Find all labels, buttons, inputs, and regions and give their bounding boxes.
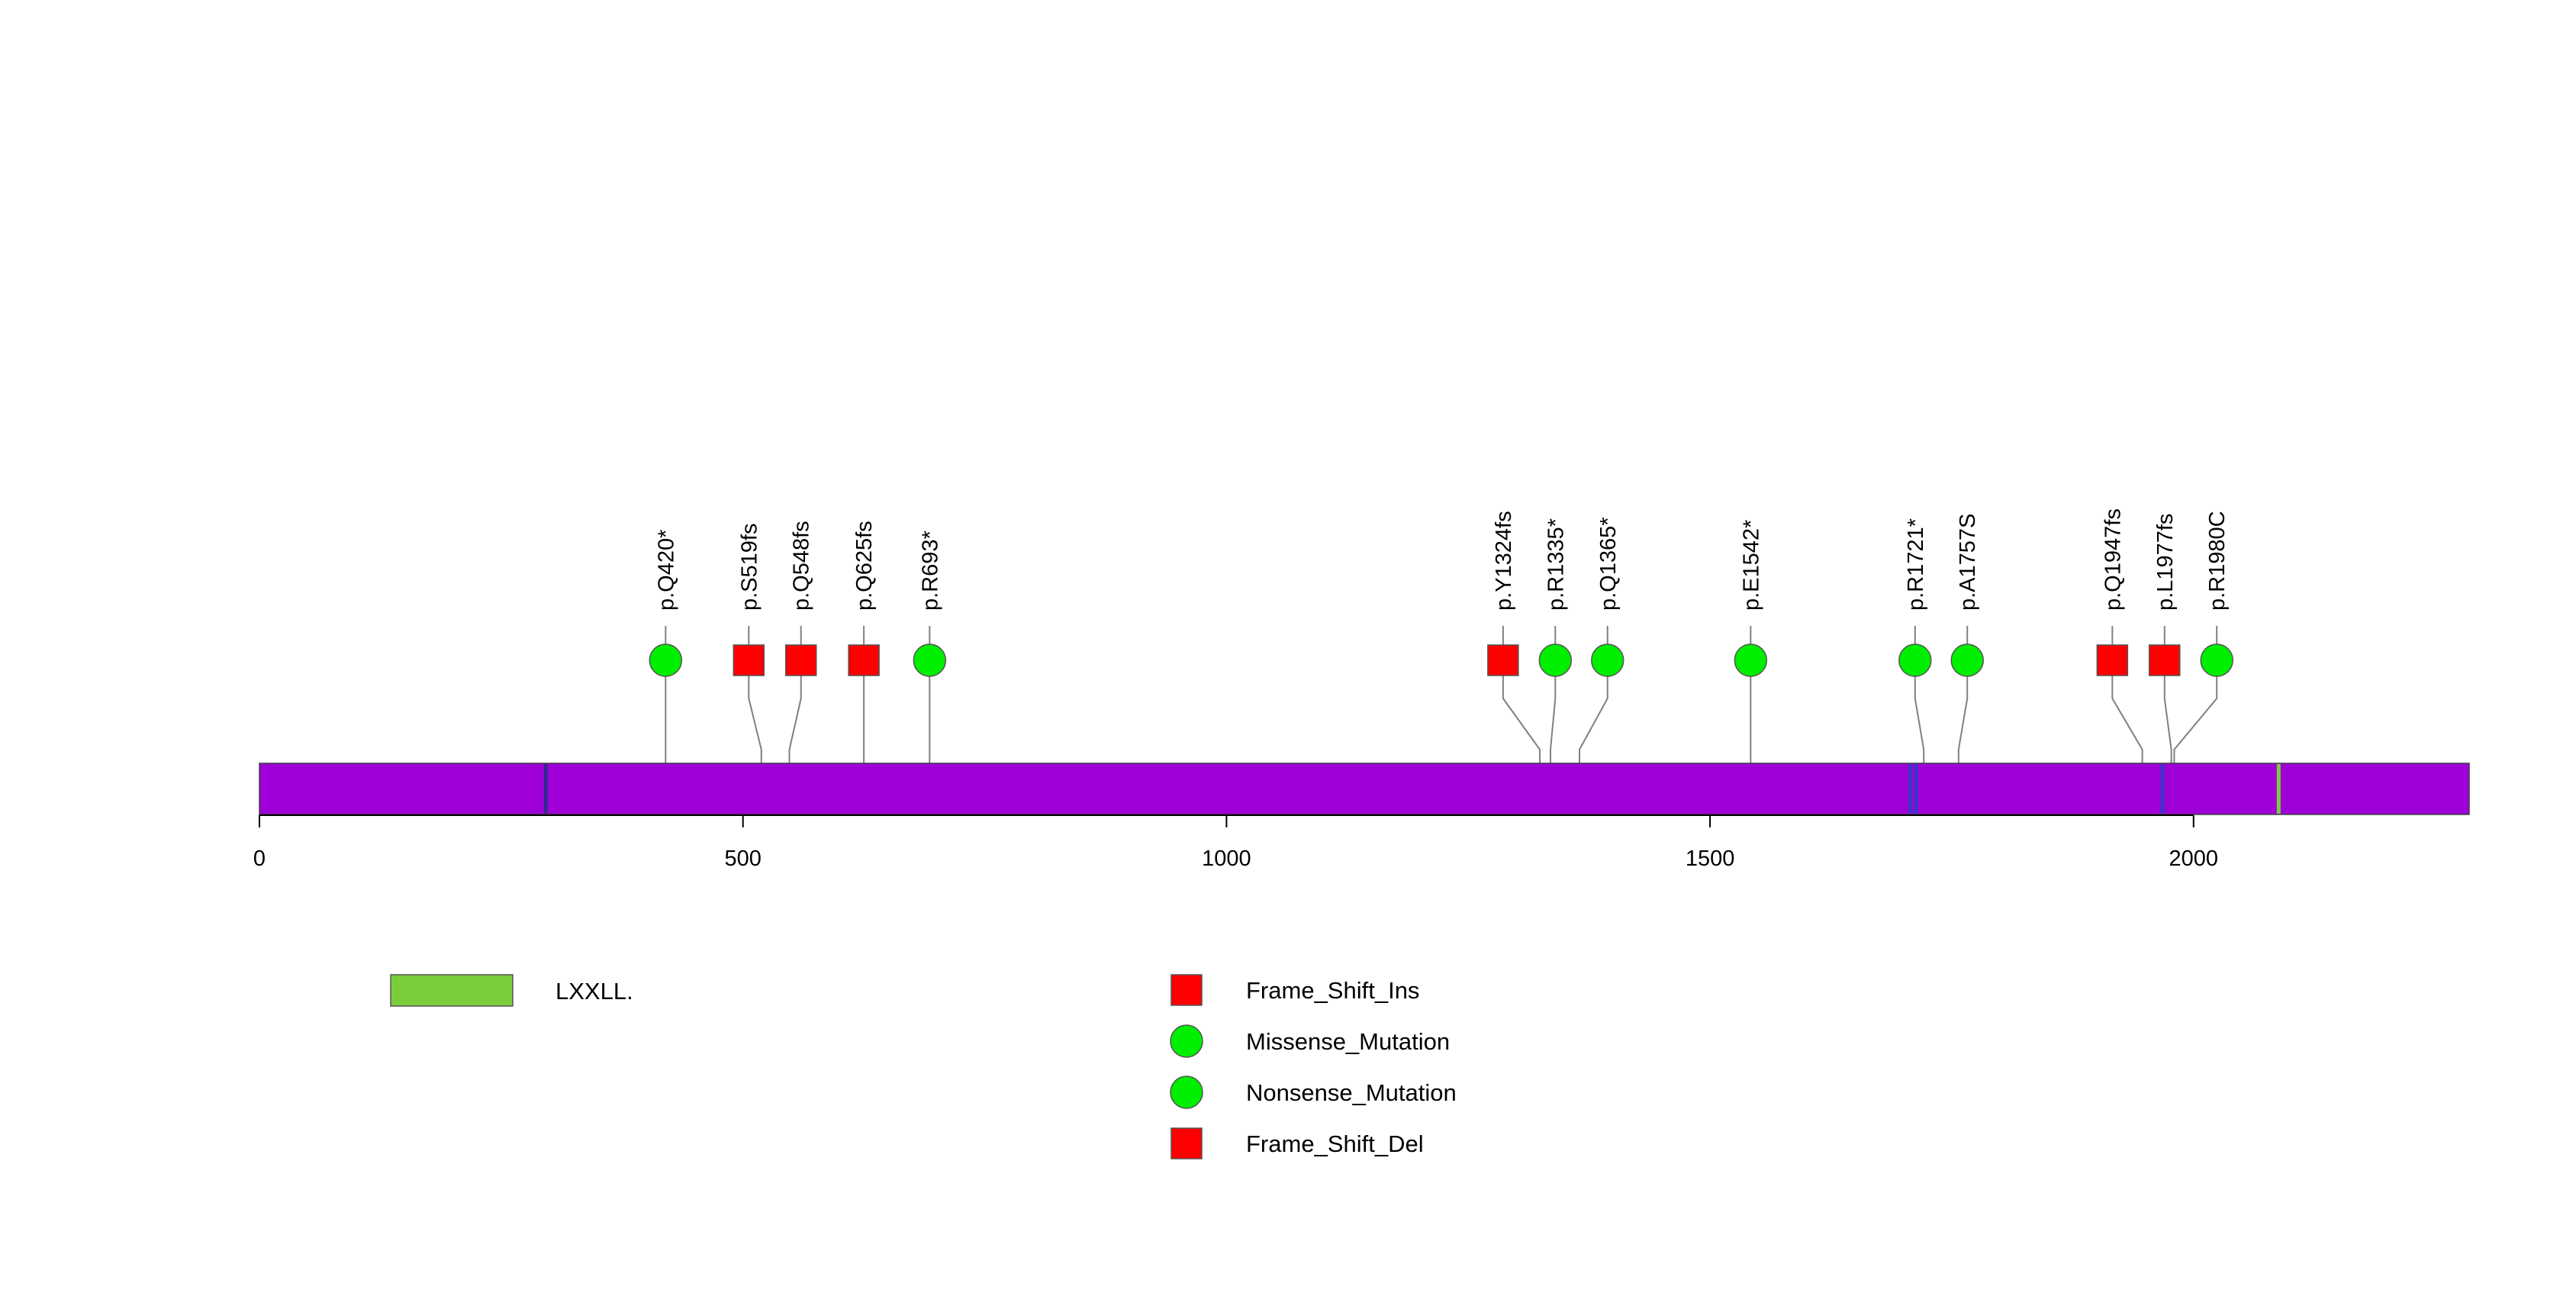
mutation-needle-5 xyxy=(1502,660,1541,763)
mutation-needles xyxy=(665,626,2218,763)
legend-square-icon-0 xyxy=(1170,974,1203,1006)
mutation-square-5 xyxy=(1487,644,1519,676)
band-2 xyxy=(1914,764,1918,814)
mutation-square-12 xyxy=(2149,644,2181,676)
mutation-square-3 xyxy=(848,644,880,676)
mutation-needle-11 xyxy=(2111,660,2143,763)
mutation-label-2: p.Q548fs xyxy=(790,521,814,611)
mutation-label-13: p.R1980C xyxy=(2205,511,2230,611)
mutation-label-9: p.R1721* xyxy=(1904,518,1928,611)
mutation-label-5: p.Y1324fs xyxy=(1492,511,1516,611)
axis-tick-label-4: 2000 xyxy=(2169,847,2219,871)
protein-bar xyxy=(259,763,2470,815)
mutation-needle-2 xyxy=(788,660,802,763)
legend-domain-label-0: LXXLL. xyxy=(555,978,633,1005)
legend-circle-icon-2 xyxy=(1170,1076,1203,1109)
legend-circle-icon-1 xyxy=(1170,1024,1203,1058)
mutation-needle-12 xyxy=(2163,660,2172,763)
band-0 xyxy=(543,764,548,814)
mutation-label-4: p.R693* xyxy=(918,531,942,611)
axis-tick-label-2: 1000 xyxy=(1202,847,1251,871)
band-3 xyxy=(2160,764,2165,814)
legend-mutation-label-3: Frame_Shift_Del xyxy=(1246,1130,1424,1157)
mutation-square-11 xyxy=(2096,644,2129,676)
mutation-label-7: p.Q1365* xyxy=(1596,517,1621,611)
mutation-label-11: p.Q1947fs xyxy=(2101,508,2125,611)
mutation-square-1 xyxy=(733,644,765,676)
mutation-needle-7 xyxy=(1578,660,1608,763)
mutation-circle-13 xyxy=(2200,643,2233,677)
mutation-circle-4 xyxy=(913,643,947,677)
mutation-circle-7 xyxy=(1591,643,1624,677)
mutation-circle-9 xyxy=(1898,643,1932,677)
legend-domain-swatch-0 xyxy=(390,974,514,1007)
legend-square-icon-3 xyxy=(1170,1127,1203,1159)
mutation-label-8: p.E1542* xyxy=(1739,520,1763,611)
legend-mutation-label-1: Missense_Mutation xyxy=(1246,1028,1450,1055)
axis-tick-label-0: 0 xyxy=(253,847,266,871)
mutation-label-0: p.Q420* xyxy=(654,530,678,611)
mutation-circle-6 xyxy=(1538,643,1573,677)
band-1 xyxy=(1908,764,1912,814)
band-4 xyxy=(2276,764,2281,814)
mutation-needle-1 xyxy=(748,660,762,763)
mutation-label-10: p.A1757S xyxy=(1956,514,1980,611)
mutation-needle-13 xyxy=(2173,660,2218,763)
legend-mutation-label-2: Nonsense_Mutation xyxy=(1246,1079,1457,1106)
protein-bands xyxy=(543,764,2281,814)
mutation-markers: p.Q420* p.S519fs p.Q548fs p.Q625fs p.R693* p.… xyxy=(649,508,2233,677)
mutation-circle-10 xyxy=(1950,643,1984,677)
mutation-square-2 xyxy=(784,644,817,676)
mutation-needle-9 xyxy=(1914,660,1925,763)
mutation-circle-0 xyxy=(649,643,683,677)
mutation-label-3: p.Q625fs xyxy=(852,521,877,611)
mutation-needle-10 xyxy=(1957,660,1969,763)
position-axis: 0 500 1000 1500 2000 xyxy=(253,814,2219,871)
legend-mutation-label-0: Frame_Shift_Ins xyxy=(1246,977,1419,1004)
mutation-label-12: p.L1977fs xyxy=(2153,514,2178,611)
mutation-label-6: p.R1335* xyxy=(1544,518,1568,611)
mutation-needle-6 xyxy=(1549,660,1557,763)
mutation-label-1: p.S519fs xyxy=(737,524,762,611)
axis-tick-label-3: 1500 xyxy=(1686,847,1735,871)
axis-tick-label-1: 500 xyxy=(725,847,762,871)
mutation-circle-8 xyxy=(1734,643,1768,677)
legend: LXXLL. Frame_Shift_Ins Missense_Mutation No… xyxy=(390,974,1457,1159)
